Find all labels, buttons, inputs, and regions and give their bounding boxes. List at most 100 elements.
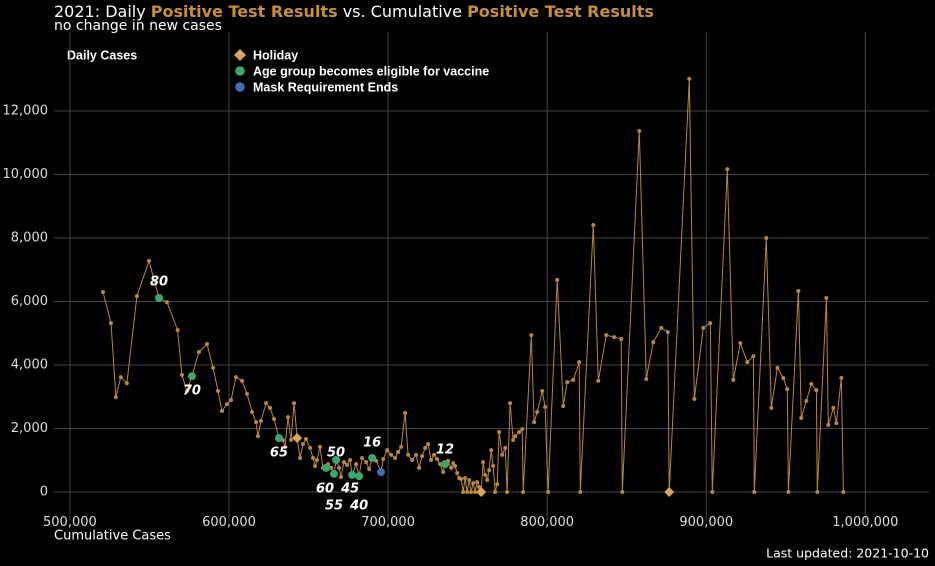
data-point — [101, 289, 105, 294]
data-point — [561, 403, 566, 408]
data-point — [477, 484, 482, 489]
data-point — [240, 378, 245, 383]
data-point — [659, 325, 664, 330]
data-point — [108, 321, 113, 326]
data-point — [731, 377, 736, 382]
data-point — [354, 462, 359, 467]
data-point — [764, 235, 769, 240]
legend-marker — [235, 66, 245, 76]
x-tick-label: 500,000 — [43, 515, 97, 530]
data-point — [532, 420, 537, 425]
data-point — [508, 401, 513, 406]
data-point — [234, 375, 238, 380]
event-marker — [274, 434, 283, 443]
data-point — [831, 405, 836, 410]
data-point — [289, 437, 294, 442]
y-tick-label: 2,000 — [11, 421, 48, 436]
event-marker — [330, 469, 338, 478]
data-point — [824, 296, 829, 301]
data-line — [102, 78, 844, 493]
legend-label: Mask Requirement Ends — [253, 80, 398, 94]
data-point — [264, 401, 269, 406]
event-label: 12 — [436, 443, 454, 458]
data-point — [461, 490, 466, 495]
event-marker — [377, 468, 386, 477]
event-marker — [332, 455, 341, 464]
data-point — [438, 462, 443, 467]
data-point — [393, 456, 398, 461]
data-point — [304, 436, 308, 441]
data-point — [485, 477, 490, 482]
data-point — [339, 475, 343, 480]
data-point — [229, 397, 234, 402]
data-point — [220, 409, 224, 414]
data-point — [283, 444, 287, 449]
data-point — [224, 402, 229, 407]
x-tick-label: 800,000 — [520, 515, 574, 530]
data-point — [410, 457, 415, 462]
data-point — [124, 381, 129, 386]
data-point — [396, 450, 401, 455]
event-label: 45 — [340, 481, 359, 496]
data-point — [465, 490, 470, 495]
data-point — [513, 434, 518, 439]
data-point — [591, 222, 596, 227]
data-point — [414, 452, 419, 457]
data-point — [146, 258, 151, 263]
data-point — [769, 405, 774, 410]
data-point — [473, 490, 478, 495]
data-point — [555, 277, 560, 282]
chart-title: 2021: Daily Positive Test Results vs. Cu… — [54, 2, 654, 21]
data-point — [637, 128, 642, 133]
data-point — [268, 405, 273, 410]
data-point — [505, 490, 510, 495]
data-point — [620, 490, 625, 495]
data-point — [459, 477, 464, 482]
data-point — [469, 490, 474, 495]
data-point — [786, 490, 791, 495]
data-point — [348, 457, 353, 462]
data-point — [300, 442, 305, 447]
data-point — [483, 472, 488, 477]
data-point — [250, 410, 255, 415]
data-point — [487, 468, 492, 473]
data-point — [185, 389, 189, 394]
data-point — [367, 467, 372, 472]
event-marker — [348, 470, 357, 479]
data-point — [423, 445, 428, 450]
data-point — [826, 423, 831, 428]
data-point — [164, 300, 169, 305]
event-label: 40 — [349, 499, 368, 514]
data-point — [841, 490, 846, 495]
data-point — [475, 480, 480, 485]
data-point — [211, 365, 216, 370]
data-point — [175, 328, 180, 333]
legend-marker — [235, 82, 245, 92]
data-point — [406, 452, 411, 457]
data-point — [449, 465, 454, 470]
data-point — [455, 470, 460, 475]
data-point — [403, 410, 408, 415]
data-point — [785, 387, 790, 392]
data-point — [364, 460, 369, 465]
data-point — [651, 340, 656, 345]
data-point — [298, 456, 303, 461]
data-point — [337, 465, 342, 470]
y-axis-label: Daily Cases — [67, 48, 137, 62]
data-point — [751, 354, 756, 359]
data-point — [292, 401, 297, 406]
data-point — [612, 335, 617, 340]
data-point — [692, 396, 697, 401]
data-point — [815, 490, 820, 495]
legend-label: Age group becomes eligible for vaccine — [253, 64, 489, 78]
data-point — [491, 463, 496, 468]
data-point — [511, 437, 516, 442]
event-marker — [441, 460, 450, 469]
data-point — [258, 418, 263, 423]
data-point — [725, 167, 730, 172]
data-point — [540, 389, 545, 394]
data-point — [471, 481, 476, 486]
data-point — [495, 482, 500, 487]
data-point — [381, 456, 386, 461]
data-point — [399, 444, 404, 449]
